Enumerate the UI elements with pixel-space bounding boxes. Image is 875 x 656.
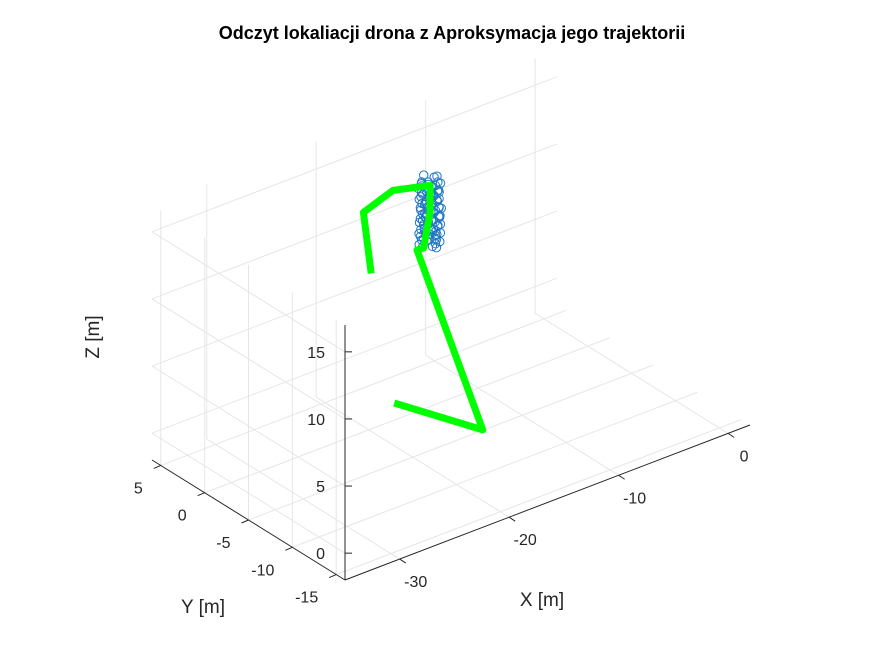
y-tick-label: -10 — [251, 562, 274, 579]
x-tick-label: 0 — [740, 448, 749, 465]
chart-title: Odczyt lokaliacji drona z Aproksymacja j… — [219, 23, 686, 43]
x-tick-label: -10 — [623, 490, 646, 507]
grid-line — [151, 365, 346, 487]
data-series — [359, 170, 487, 434]
trajectory-line — [359, 181, 487, 434]
data-point-marker — [433, 177, 443, 187]
z-tick-label: 10 — [307, 412, 325, 429]
x-tick-label: -20 — [514, 532, 537, 549]
z-tick-label: 15 — [307, 345, 325, 362]
z-tick-label: 0 — [316, 546, 325, 563]
y-tick-mark — [153, 464, 161, 469]
data-point-marker — [419, 170, 429, 180]
grid-line — [204, 337, 610, 494]
y-tick-mark — [285, 546, 293, 551]
x-tick-label: -30 — [404, 574, 427, 591]
grid-line — [151, 143, 558, 300]
grid-line — [151, 76, 558, 233]
data-point-marker — [431, 235, 442, 245]
grid-line — [336, 419, 742, 576]
grid-line — [151, 277, 558, 434]
grid-line — [151, 432, 346, 554]
data-point-marker — [431, 242, 442, 253]
grid-line — [151, 210, 558, 367]
y-tick-mark — [197, 492, 205, 497]
grid-line — [151, 298, 346, 420]
grid-line — [160, 309, 566, 466]
x-tick-mark — [727, 432, 735, 438]
x-axis-label: X [m] — [520, 590, 564, 611]
y-tick-label: 0 — [178, 508, 187, 525]
z-tick-label: 5 — [316, 479, 325, 496]
y-tick-mark — [329, 574, 337, 579]
x-tick-mark — [399, 558, 407, 564]
grid-line — [292, 391, 698, 548]
axes — [151, 325, 751, 581]
data-point-marker — [414, 217, 425, 228]
data-point-marker — [432, 171, 442, 181]
y-tick-label: -15 — [295, 590, 318, 607]
x-axis-line — [344, 424, 751, 581]
data-point-marker — [431, 226, 441, 236]
x-tick-mark — [508, 516, 516, 522]
y-tick-mark — [241, 519, 249, 524]
y-axis-label: Y [m] — [181, 597, 225, 618]
grid-lines — [151, 58, 742, 576]
z-axis-label: Z [m] — [83, 315, 104, 358]
grid-line — [248, 364, 654, 521]
y-tick-label: -5 — [216, 535, 230, 552]
y-tick-label: 5 — [134, 480, 143, 497]
grid-line — [151, 231, 346, 353]
x-tick-mark — [618, 474, 625, 480]
tick-labels: 0 -10 -20 -30 5 0 -5 -10 -15 0 5 10 15 — [134, 345, 749, 607]
